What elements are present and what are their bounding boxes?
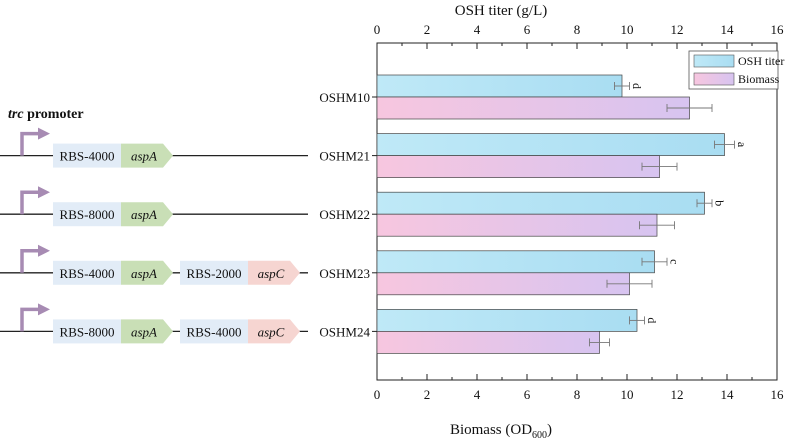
promoter-title-rest: promoter — [24, 107, 84, 122]
top-axis-ticks: 0 2 4 6 8 10 12 14 16 — [374, 22, 784, 49]
osh-titer-bar — [376, 133, 725, 156]
rbs-label: RBS-8000 — [60, 207, 115, 222]
rbs-label: RBS-4000 — [60, 266, 115, 281]
gene-label: aspA — [131, 266, 157, 281]
osh-titer-bar — [376, 309, 638, 332]
osh-titer-bar — [376, 250, 655, 274]
aspc-gene-block — [248, 319, 300, 344]
bottom-tick-label: 8 — [574, 387, 581, 402]
bottom-tick-label: 16 — [771, 387, 785, 402]
promoter-title-italic: trc — [8, 107, 24, 122]
rbs-block — [180, 319, 248, 344]
category-label: OSHM22 — [319, 207, 370, 222]
legend-swatch-biomass — [693, 72, 735, 86]
bottom-tick-label: 0 — [374, 387, 381, 402]
biomass-bar — [376, 155, 660, 178]
category-label: OSHM24 — [319, 324, 370, 339]
top-tick-label: 14 — [721, 22, 735, 37]
category-labels: OSHM10 OSHM21 OSHM22 OSHM23 OSHM24 — [319, 90, 377, 339]
promoter-arrowhead — [38, 127, 50, 140]
rbs-block — [53, 260, 121, 285]
promoter-title: trc promoter — [8, 107, 84, 122]
rbs-label: RBS-4000 — [60, 149, 115, 164]
gene-label: aspA — [131, 149, 157, 164]
bottom-tick-label: 2 — [424, 387, 431, 402]
promoter-arrow — [20, 190, 40, 215]
rbs-label: RBS-4000 — [187, 324, 242, 339]
top-tick-label: 8 — [574, 22, 581, 37]
top-tick-label: 16 — [771, 22, 785, 37]
legend: OSH titer Biomass — [688, 50, 784, 90]
aspa-gene-block — [121, 202, 173, 227]
aspc-gene-block — [248, 260, 300, 285]
rbs-block — [53, 319, 121, 344]
osh-titer-bar — [376, 191, 705, 215]
construct-diagrams: RBS-4000 aspA RBS-8000 aspA RBS-4000 aspA RBS-… — [0, 127, 308, 344]
bottom-tick-label: 14 — [721, 387, 735, 402]
promoter-arrowhead — [38, 303, 50, 316]
bottom-tick-label: 4 — [474, 387, 481, 402]
category-label: OSHM21 — [319, 149, 370, 164]
bottom-axis-title: Biomass (OD600) — [450, 422, 552, 439]
promoter-arrow — [20, 131, 40, 156]
significance-letter: b — [712, 200, 726, 206]
rbs-label: RBS-2000 — [187, 266, 242, 281]
significance-letter: a — [735, 142, 749, 148]
category-label: OSHM10 — [319, 90, 370, 105]
promoter-arrowhead — [38, 186, 50, 199]
category-label: OSHM23 — [319, 266, 370, 281]
bottom-tick-label: 12 — [671, 387, 684, 402]
gene-label: aspC — [258, 266, 285, 281]
legend-swatch-osh — [693, 54, 735, 68]
bottom-axis-ticks: 0 2 4 6 8 10 12 14 16 — [374, 374, 784, 402]
promoter-arrowhead — [38, 244, 50, 257]
significance-letter: d — [645, 317, 659, 323]
aspa-gene-block — [121, 143, 173, 168]
rbs-block — [53, 143, 121, 168]
significance-letter: c — [667, 259, 681, 264]
top-tick-label: 4 — [474, 22, 481, 37]
biomass-bar — [376, 272, 630, 296]
aspa-gene-block — [121, 260, 173, 285]
top-tick-label: 10 — [621, 22, 634, 37]
aspa-gene-block — [121, 319, 173, 344]
osh-titer-bar — [376, 74, 623, 98]
top-tick-label: 0 — [374, 22, 381, 37]
bottom-tick-label: 10 — [621, 387, 634, 402]
top-tick-label: 2 — [424, 22, 431, 37]
legend-label-osh: OSH titer — [738, 54, 784, 68]
bar-group: d a b c d — [376, 74, 749, 354]
legend-label-biomass: Biomass — [738, 72, 780, 86]
gene-label: aspA — [131, 207, 157, 222]
rbs-block — [180, 260, 248, 285]
promoter-arrow — [20, 249, 40, 273]
biomass-bar — [376, 331, 600, 354]
top-tick-label: 6 — [524, 22, 531, 37]
top-axis-title: OSH titer (g/L) — [455, 3, 547, 19]
rbs-label: RBS-8000 — [60, 324, 115, 339]
biomass-bar — [376, 96, 690, 120]
bottom-axis-title-subscript: 600 — [532, 430, 547, 439]
top-tick-label: 12 — [671, 22, 684, 37]
rbs-block — [53, 202, 121, 227]
bottom-axis-title-main: Biomass (OD — [450, 422, 532, 438]
significance-letter: d — [630, 83, 644, 89]
gene-label: aspC — [258, 324, 285, 339]
promoter-arrow — [20, 307, 40, 332]
bottom-axis-title-suffix: ) — [547, 422, 552, 438]
bottom-tick-label: 6 — [524, 387, 531, 402]
biomass-bar — [376, 213, 658, 237]
gene-label: aspA — [131, 324, 157, 339]
